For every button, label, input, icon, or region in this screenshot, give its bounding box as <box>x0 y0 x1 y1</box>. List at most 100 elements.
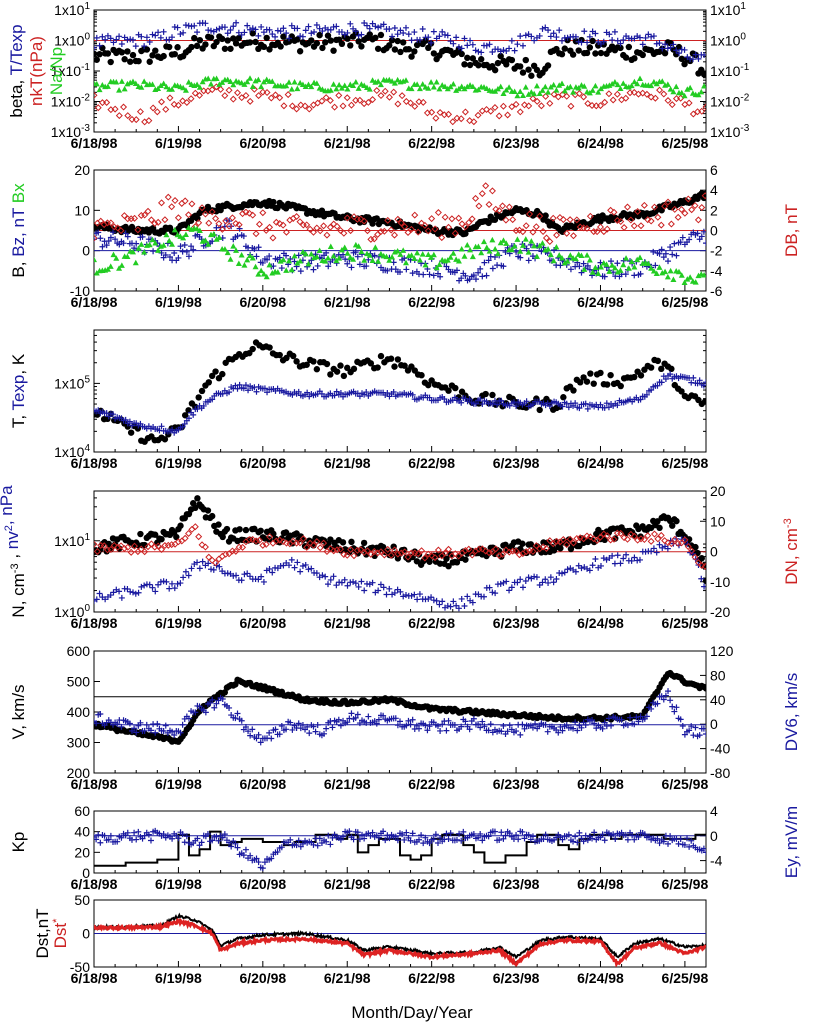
y2-tick-label: 10 <box>710 513 726 529</box>
data-point <box>252 38 259 46</box>
data-point <box>129 78 136 85</box>
data-point <box>99 243 106 250</box>
data-point <box>499 202 507 210</box>
data-point <box>99 33 106 40</box>
data-point <box>529 724 536 731</box>
data-point <box>163 83 170 90</box>
data-point <box>570 387 577 394</box>
data-point <box>103 410 110 417</box>
data-point <box>430 597 437 604</box>
data-point <box>620 224 628 232</box>
y-tick-label: 600 <box>67 643 91 659</box>
data-point <box>591 829 598 836</box>
data-point <box>418 219 426 227</box>
data-point <box>637 396 644 403</box>
data-point <box>466 726 473 733</box>
data-point <box>126 720 133 727</box>
y-axis-label: Dst,nT <box>33 908 52 958</box>
data-point <box>319 28 326 35</box>
data-point <box>258 23 265 30</box>
data-point <box>689 56 696 63</box>
data-point <box>430 836 437 843</box>
data-point <box>183 98 191 106</box>
data-point <box>644 216 652 224</box>
data-point <box>132 259 139 266</box>
data-point <box>419 25 426 32</box>
data-point <box>409 391 416 398</box>
data-point <box>261 385 268 392</box>
data-point <box>259 209 267 217</box>
data-point <box>205 75 212 81</box>
data-point <box>391 546 399 554</box>
data-point <box>185 407 192 414</box>
data-point <box>556 82 563 88</box>
data-point <box>394 550 402 558</box>
data-point <box>687 84 694 91</box>
data-point <box>131 245 138 252</box>
data-point <box>656 264 663 270</box>
data-point <box>589 87 596 93</box>
data-point <box>324 255 331 261</box>
data-point <box>219 695 226 702</box>
y2-tick-label: 80 <box>710 667 726 683</box>
data-point <box>504 728 511 735</box>
data-point <box>659 78 666 84</box>
data-point <box>486 584 493 591</box>
data-point <box>639 89 647 97</box>
data-point <box>386 585 393 592</box>
data-point <box>340 372 348 380</box>
data-point <box>407 225 415 233</box>
x-tick-label: 6/18/98 <box>71 970 118 986</box>
data-point <box>380 828 387 835</box>
data-point <box>468 215 476 223</box>
y-tick-label: 1x10-1 <box>51 62 91 79</box>
data-point <box>566 535 574 543</box>
data-point <box>306 225 314 233</box>
y-tick-label: 0 <box>82 243 90 259</box>
data-point <box>116 588 123 595</box>
data-point <box>517 248 524 254</box>
data-point <box>497 83 504 90</box>
data-point <box>606 82 613 88</box>
data-point <box>350 365 358 373</box>
data-point <box>296 48 304 55</box>
data-point <box>498 728 505 735</box>
data-point <box>674 213 682 221</box>
data-point <box>333 222 341 230</box>
data-point <box>662 250 669 257</box>
data-point <box>196 227 203 234</box>
data-point <box>696 732 703 739</box>
data-point <box>386 26 393 33</box>
data-point <box>464 54 471 62</box>
data-point <box>550 81 557 88</box>
data-point <box>664 81 671 87</box>
data-point <box>645 260 652 267</box>
data-point <box>529 547 537 555</box>
data-point <box>667 220 675 228</box>
data-point <box>635 718 642 725</box>
data-point <box>513 728 520 735</box>
panel-beta: 6/18/98 6/19/98 6/20/98 6/21/98 6/22/98 6/23/… <box>7 1 750 151</box>
data-point <box>439 598 446 605</box>
data-point <box>213 236 220 242</box>
data-point <box>605 404 612 411</box>
data-point <box>648 33 655 40</box>
data-point <box>293 358 300 365</box>
x-tick-label: 6/24/98 <box>577 455 624 471</box>
data-point <box>617 529 625 537</box>
data-point <box>405 31 412 38</box>
data-point <box>330 573 337 580</box>
data-point <box>654 357 662 365</box>
data-point <box>257 527 264 534</box>
data-layer <box>94 669 706 746</box>
data-point <box>578 565 585 572</box>
data-point <box>143 34 150 41</box>
data-point <box>392 715 399 722</box>
data-point <box>617 85 624 92</box>
data-point <box>519 42 526 49</box>
data-point <box>469 599 476 606</box>
data-point <box>266 565 273 572</box>
data-point <box>698 575 705 582</box>
data-point <box>544 539 551 546</box>
data-point <box>258 83 265 90</box>
